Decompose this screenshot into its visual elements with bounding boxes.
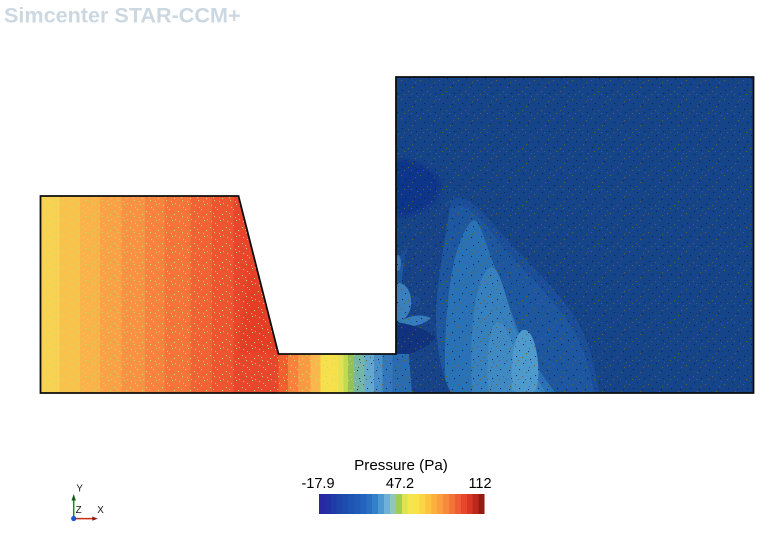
svg-text:X: X <box>97 505 104 516</box>
svg-text:Simcenter STAR-CCM+: Simcenter STAR-CCM+ <box>4 3 241 28</box>
svg-text:-17.9: -17.9 <box>301 476 334 492</box>
svg-text:47.2: 47.2 <box>386 476 414 492</box>
svg-text:Y: Y <box>76 483 83 494</box>
svg-text:Pressure (Pa): Pressure (Pa) <box>354 457 448 474</box>
svg-text:Z: Z <box>76 505 82 516</box>
svg-text:112: 112 <box>468 476 491 492</box>
